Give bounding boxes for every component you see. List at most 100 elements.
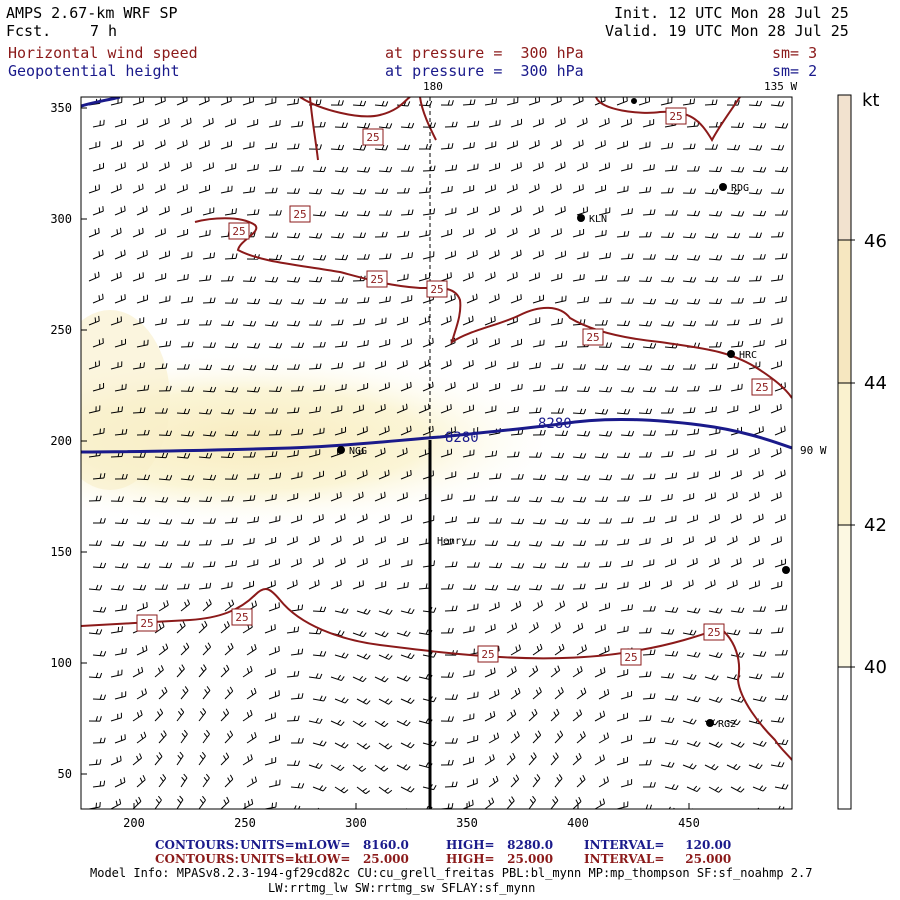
wind-barb xyxy=(356,742,371,750)
wind-barb xyxy=(793,404,803,413)
wind-barb xyxy=(136,205,148,216)
wind-barb xyxy=(440,272,452,282)
wind-barb xyxy=(752,122,767,129)
wind-barb xyxy=(180,206,192,216)
wind-barb xyxy=(576,251,589,260)
wind-barb xyxy=(664,386,678,392)
wind-barb xyxy=(532,474,547,481)
smoothing-wind: sm= 3 xyxy=(772,44,818,62)
wind-shading-jet xyxy=(81,350,570,530)
wind-barb xyxy=(466,206,478,216)
wind-barb xyxy=(550,752,559,766)
wind-barb xyxy=(554,474,569,481)
wind-barb xyxy=(198,707,207,722)
wind-contour-label: 25 xyxy=(136,614,158,632)
svg-text:25: 25 xyxy=(140,617,153,630)
svg-text:400: 400 xyxy=(567,816,589,830)
wind-barb xyxy=(330,100,344,106)
wind-barb xyxy=(224,774,234,788)
wind-barb xyxy=(334,786,349,794)
wind-barb xyxy=(660,451,674,458)
wind-barb xyxy=(770,536,782,546)
wind-barb xyxy=(290,298,305,305)
wind-barb xyxy=(682,493,695,502)
wind-barb xyxy=(444,164,458,172)
wind-barb xyxy=(180,773,188,788)
wind-barb xyxy=(202,518,216,524)
wind-barb xyxy=(748,763,763,770)
wind-barb xyxy=(774,253,788,260)
wind-barb xyxy=(770,144,785,151)
wind-barb xyxy=(334,254,349,261)
station-dot xyxy=(719,183,727,191)
wind-barb xyxy=(704,492,716,502)
svg-text:450: 450 xyxy=(678,816,700,830)
wind-barb xyxy=(202,117,214,128)
wind-barb xyxy=(770,274,784,282)
wind-barb xyxy=(572,540,586,546)
wind-barb xyxy=(264,97,277,106)
wind-barb xyxy=(242,364,257,371)
wind-barb xyxy=(594,667,606,678)
wind-barb xyxy=(308,320,322,326)
wind-barb xyxy=(242,452,256,458)
wind-barb xyxy=(220,140,233,150)
wind-barb xyxy=(686,557,698,568)
wind-barb xyxy=(356,340,369,348)
wind-barb xyxy=(598,386,613,393)
wind-barb xyxy=(594,140,606,150)
wind-barb xyxy=(92,518,106,524)
wind-barb xyxy=(686,254,701,261)
wind-barb xyxy=(576,601,588,612)
wind-barb xyxy=(308,673,323,680)
wind-barb xyxy=(356,608,371,615)
wind-barb xyxy=(290,782,305,789)
wind-barb xyxy=(638,671,652,678)
wind-barb xyxy=(620,779,633,788)
wind-barb xyxy=(660,628,675,635)
wind-barb xyxy=(334,383,347,392)
wind-barb xyxy=(180,386,194,392)
wind-barb xyxy=(114,162,126,172)
wind-barb xyxy=(708,786,723,793)
wind-barb xyxy=(136,250,148,260)
wind-barb xyxy=(572,97,584,106)
wind-barb xyxy=(510,205,522,216)
wind-barb xyxy=(704,449,717,458)
wind-barb xyxy=(132,407,146,414)
wind-barb xyxy=(220,452,235,459)
wind-barb xyxy=(506,361,519,370)
wind-barb xyxy=(396,537,409,546)
wind-barb xyxy=(554,295,567,304)
wind-barb xyxy=(290,558,302,568)
wind-barb xyxy=(598,561,612,568)
wind-barb xyxy=(748,673,763,680)
wind-barb xyxy=(114,691,127,700)
station-dot xyxy=(631,98,637,104)
wind-barb xyxy=(770,447,782,458)
y-tick: 250 xyxy=(50,323,87,337)
wind-barb xyxy=(572,139,584,150)
wind-barb xyxy=(286,450,299,458)
wind-barb xyxy=(242,141,255,150)
wind-barb xyxy=(92,606,107,613)
wind-barb xyxy=(506,496,520,502)
wind-barb xyxy=(748,628,763,635)
wind-barb xyxy=(154,228,166,238)
colorbar-label-42: 42 xyxy=(864,515,887,536)
wind-barb xyxy=(660,761,675,768)
wind-barb xyxy=(620,163,633,172)
wind-barb xyxy=(554,518,569,525)
wind-contour-label: 25 xyxy=(582,328,604,346)
wind-barb xyxy=(110,140,122,150)
wind-barb xyxy=(620,118,632,128)
wind-barb xyxy=(510,474,524,480)
wind-barb xyxy=(132,227,144,238)
contours-units-height: UNITS=m xyxy=(240,838,308,852)
wind-barb xyxy=(378,698,393,705)
wind-barb xyxy=(400,786,415,793)
wind-barb xyxy=(793,537,804,545)
wind-barb xyxy=(246,687,257,700)
x-tick: 450 xyxy=(678,803,700,830)
wind-barb xyxy=(752,166,767,173)
